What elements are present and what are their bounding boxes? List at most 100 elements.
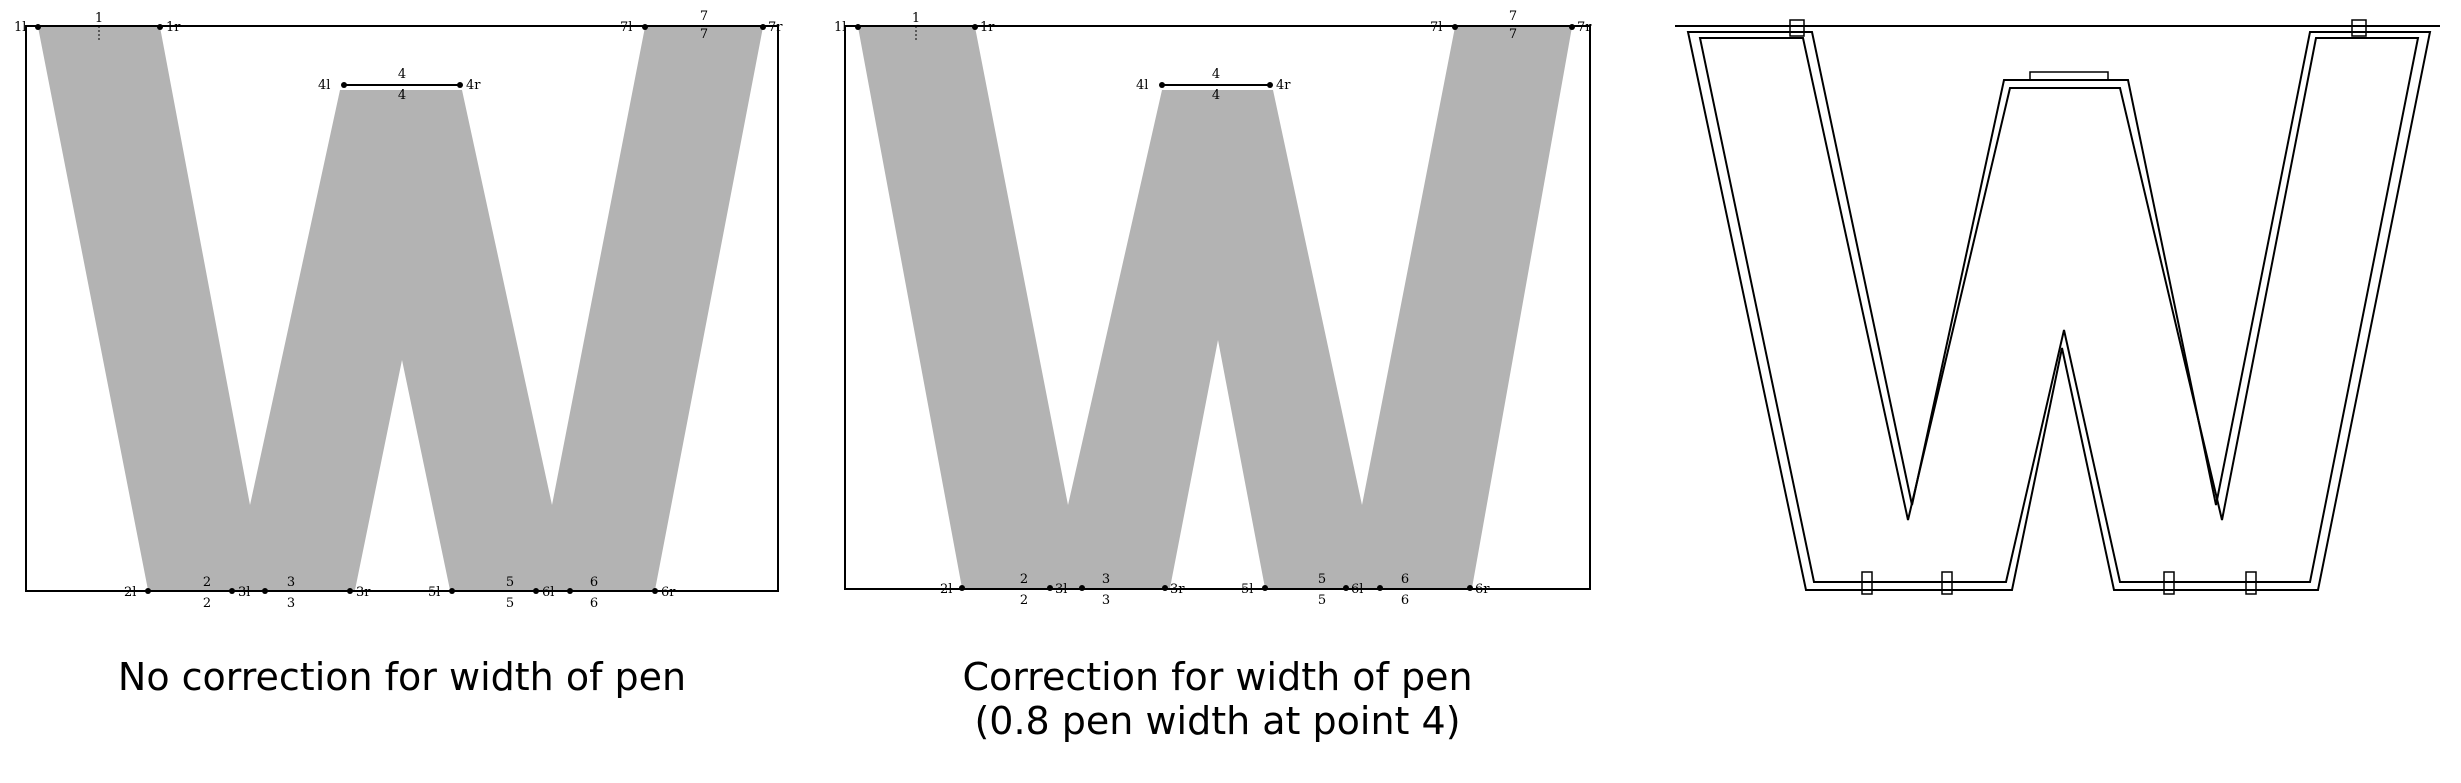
panel-2-label-7l: 7l [1430,20,1442,35]
panel-3-mark-2 [1861,571,1873,595]
panel-1-point-6l [533,588,539,594]
panel-2-label-6-top: 6 [1401,572,1409,587]
panel-2-label-7-top: 7 [1509,9,1517,24]
panel-2-label-4-bottom: 4 [1212,88,1220,103]
panel-1-label-3-top: 3 [287,575,295,590]
panel-1-letter-w [38,27,763,590]
panel-2-point-6-dot [1377,585,1383,591]
panel-1-point-4l [341,82,347,88]
panel-2-point-6l [1343,585,1349,591]
panel-1-point-7l [642,24,648,30]
caption-panel-1: No correction for width of pen [26,655,778,699]
panel-2-label-2-top: 2 [1020,572,1028,587]
panel-1-label-2-bottom: 2 [203,596,211,611]
panel-outline [1675,19,2440,595]
panel-2-point-3l [1047,585,1053,591]
panel-1-label-6-bottom: 6 [590,596,598,611]
panel-2-label-1l: 1l [834,20,846,35]
panel-2-label-2l: 2l [940,582,952,597]
panel-1-label-6r: 6r [661,585,676,600]
panel-3-mark-7r [2351,19,2367,37]
panel-1-point-5l [449,588,455,594]
panel-1-label-4l: 4l [318,78,330,93]
caption-panel-1-line-1: No correction for width of pen [117,655,687,699]
panel-1-label-1l: 1l [14,20,26,35]
panel-1-label-7-top: 7 [700,9,708,24]
panel-2-label-7-bottom: 7 [1509,27,1517,42]
panel-2-point-5l [1262,585,1268,591]
panel-2-label-1r: 1r [980,20,995,35]
panel-2-frame [844,25,1591,590]
panel-1-frame [25,25,779,592]
panel-2-label-4l: 4l [1136,78,1148,93]
panel-2-point-3r [1162,585,1168,591]
panel-2-point-1r [972,24,978,30]
panel-2-label-6l: 6l [1351,582,1363,597]
panel-2-point-1l [855,24,861,30]
panel-2-label-2-bottom: 2 [1020,593,1028,608]
panel-1-point-6-dot [567,588,573,594]
panel-1-point-7r [760,24,766,30]
caption-panel-2-line-1: Correction for width of pen [962,655,1473,699]
panel-1-point-3l [229,588,235,594]
panel-1-point-2l [145,588,151,594]
panel-2-label-1: 1 [912,11,920,26]
panel-2-label-3r: 3r [1170,582,1185,597]
panel-2-label-3l: 3l [1055,582,1067,597]
panel-1-point-1r [157,24,163,30]
panel-2-label-7r: 7r [1577,20,1592,35]
panel-1-label-3r: 3r [356,585,371,600]
panel-1-label-5l: 5l [428,585,440,600]
panel-2-label-6r: 6r [1475,582,1490,597]
panel-2-label-3-top: 3 [1102,572,1110,587]
panel-2-point-4l [1159,82,1165,88]
panel-2-point-6r [1467,585,1473,591]
panel-1-label-6l: 6l [542,585,554,600]
panel-1-label-5-top: 5 [506,575,514,590]
panel-3-stroke-4-box [2029,71,2109,81]
panel-1-label-4r: 4r [466,78,481,93]
panel-1-point-3r [347,588,353,594]
panel-1-label-4-bottom: 4 [398,88,406,103]
panel-1-label-3l: 3l [238,585,250,600]
panel-1-label-1: 1 [95,11,103,26]
panel-correction: 1l 1r 1 7l 7r 7 7 4l 4r 4 4 2l 2 2 3l 3 … [834,9,1592,608]
panel-3-mark-5 [2163,571,2175,595]
panel-3-outer-outline [1686,31,2432,591]
panel-2-point-4r [1267,82,1273,88]
panel-1-point-3-dot [262,588,268,594]
panel-2-point-7r [1569,24,1575,30]
panel-1-label-2-top: 2 [203,575,211,590]
caption-panel-2: Correction for width of pen (0.8 pen wid… [845,655,1590,743]
panel-1-point-6r [652,588,658,594]
panel-2-point-2l [959,585,965,591]
panel-3-mark-3 [1941,571,1953,595]
panel-2-label-5l: 5l [1241,582,1253,597]
panel-1-label-5-bottom: 5 [506,596,514,611]
panel-1-label-7l: 7l [620,20,632,35]
panel-1-label-4-top: 4 [398,67,406,82]
panel-2-label-6-bottom: 6 [1401,593,1409,608]
panel-2-point-3-dot [1079,585,1085,591]
panel-3-mark-6 [2245,571,2257,595]
panel-1-label-1r: 1r [166,20,181,35]
panel-2-label-4-top: 4 [1212,67,1220,82]
panel-1-label-7r: 7r [768,20,783,35]
panel-1-label-6-top: 6 [590,575,598,590]
panel-2-label-5-top: 5 [1318,572,1326,587]
panel-2-letter-w [858,27,1572,588]
panel-1-label-3-bottom: 3 [287,596,295,611]
panel-2-point-7l [1452,24,1458,30]
panel-1-label-7-bottom: 7 [700,27,708,42]
panel-3-mark-1r [1789,19,1805,37]
caption-panel-2-line-2: (0.8 pen width at point 4) [974,699,1461,743]
panel-3-inner-outline [1698,37,2420,583]
panel-2-label-5-bottom: 5 [1318,593,1326,608]
panel-1-label-2l: 2l [124,585,136,600]
panel-no-correction: 1l 1r 1 7l 7r 7 7 4l 4r 4 4 2l 2 2 3l 3 … [14,9,783,611]
panel-1-point-1l [35,24,41,30]
panel-2-label-4r: 4r [1276,78,1291,93]
panel-1-point-4r [457,82,463,88]
panel-2-label-3-bottom: 3 [1102,593,1110,608]
